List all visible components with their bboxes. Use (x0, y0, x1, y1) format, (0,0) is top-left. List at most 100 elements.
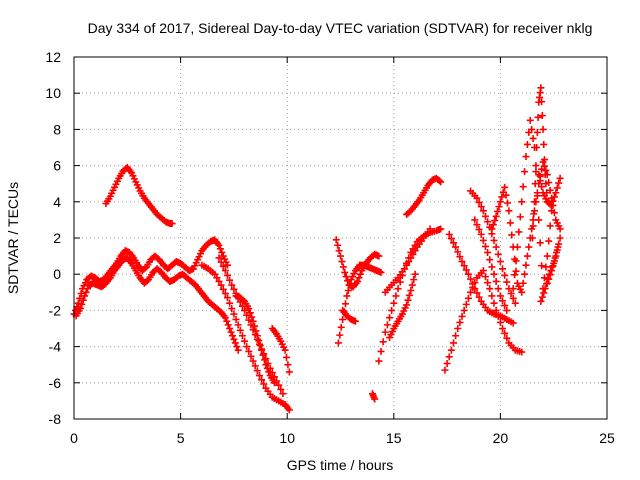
data-point (234, 346, 242, 354)
y-tick-label: 6 (53, 158, 61, 174)
data-point (535, 171, 543, 179)
series-track-v (528, 84, 551, 242)
data-point (462, 300, 470, 308)
data-point (477, 203, 485, 211)
data-point (456, 318, 464, 326)
data-point (335, 247, 343, 255)
data-point (230, 310, 238, 318)
data-point (499, 265, 507, 273)
data-point (141, 264, 149, 272)
data-point (534, 113, 542, 121)
data-point (512, 257, 520, 265)
data-point (469, 280, 477, 288)
data-point (246, 309, 254, 317)
y-tick-label: -8 (49, 411, 62, 427)
data-point (270, 379, 278, 387)
data-point (334, 339, 342, 347)
data-point (243, 311, 251, 319)
data-point (488, 225, 496, 233)
data-point (546, 186, 554, 194)
data-point (258, 376, 266, 384)
data-point (467, 288, 475, 296)
data-point (383, 321, 391, 329)
y-tick-label: -2 (49, 302, 62, 318)
data-point (332, 236, 340, 244)
data-point (404, 296, 412, 304)
data-point (408, 281, 416, 289)
data-point (400, 265, 408, 273)
data-point (494, 207, 502, 215)
data-point (499, 325, 507, 332)
data-point (344, 277, 352, 285)
series-track-i (334, 261, 385, 347)
data-point (501, 183, 509, 191)
data-point (341, 268, 349, 276)
data-point (521, 270, 529, 278)
data-point (277, 385, 285, 393)
data-point (540, 140, 548, 148)
data-point (496, 198, 504, 206)
data-point (541, 171, 549, 179)
data-point (356, 270, 364, 278)
data-point (548, 201, 556, 209)
data-point (215, 277, 223, 285)
data-point (531, 180, 539, 188)
data-point (341, 300, 349, 308)
data-point (223, 317, 231, 325)
data-point (556, 174, 564, 182)
data-point (342, 273, 350, 281)
data-point (537, 84, 545, 92)
data-point (507, 290, 515, 298)
data-point (262, 361, 270, 369)
data-point (243, 343, 251, 351)
data-point (512, 267, 520, 275)
data-point (343, 292, 351, 300)
data-point (227, 328, 235, 336)
data-point (251, 362, 259, 370)
data-point (81, 292, 89, 300)
data-point (410, 276, 418, 284)
data-point (518, 288, 526, 296)
data-point (492, 212, 500, 220)
series-track-u (509, 116, 556, 293)
data-point (475, 198, 483, 206)
data-point (503, 306, 511, 314)
data-point (253, 332, 261, 340)
data-point (338, 258, 346, 266)
data-point (537, 297, 545, 305)
data-point (255, 372, 263, 380)
data-point (381, 328, 389, 336)
data-point (550, 259, 558, 267)
data-point (226, 299, 234, 307)
data-point (445, 230, 453, 238)
data-point (518, 348, 526, 356)
data-point (218, 248, 226, 256)
data-point (238, 332, 246, 340)
series-track-g (268, 325, 293, 376)
data-point (211, 270, 219, 278)
series-track-t (488, 158, 564, 296)
data-point (281, 346, 289, 354)
data-point (484, 218, 492, 226)
data-point (540, 162, 548, 170)
data-point (505, 207, 513, 215)
data-point (538, 293, 546, 301)
data-point (392, 292, 400, 300)
data-point (523, 252, 531, 260)
data-point (499, 297, 507, 305)
y-tick-label: 0 (53, 266, 61, 282)
data-point (279, 390, 287, 398)
data-point (263, 364, 271, 372)
y-axis-label: SDTVAR / TECUs (5, 182, 21, 294)
data-point (221, 267, 229, 275)
data-point (337, 323, 345, 331)
chart-title: Day 334 of 2017, Sidereal Day-to-day VTE… (88, 20, 593, 36)
data-point (486, 285, 494, 293)
data-point (460, 306, 468, 314)
data-point (82, 288, 90, 296)
data-point (533, 192, 541, 200)
data-point (539, 125, 547, 133)
data-point (377, 347, 385, 355)
data-point (545, 237, 553, 245)
data-point (551, 254, 559, 262)
